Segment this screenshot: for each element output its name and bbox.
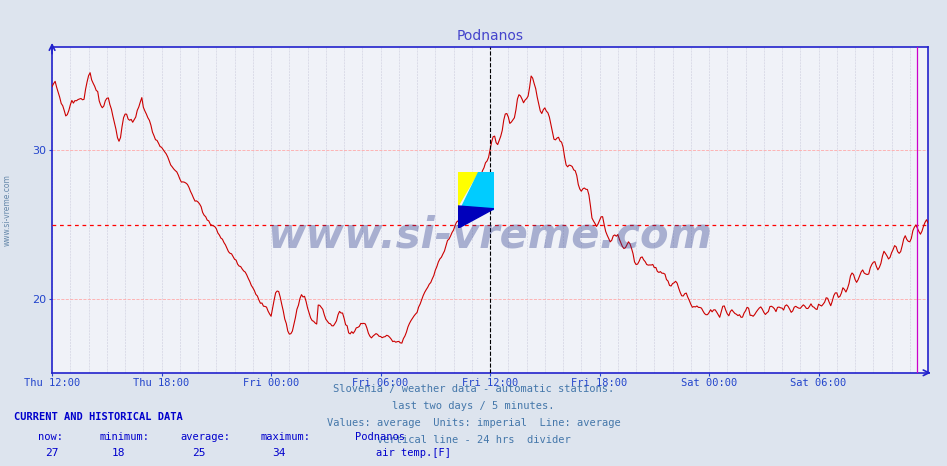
Title: Podnanos: Podnanos [456, 28, 524, 43]
Text: Values: average  Units: imperial  Line: average: Values: average Units: imperial Line: av… [327, 418, 620, 428]
Text: Podnanos: Podnanos [355, 432, 405, 442]
Text: 18: 18 [112, 448, 125, 458]
Text: www.si-vreme.com: www.si-vreme.com [3, 174, 12, 246]
Text: 27: 27 [45, 448, 59, 458]
Text: 34: 34 [273, 448, 286, 458]
Text: maximum:: maximum: [260, 432, 311, 442]
Polygon shape [459, 172, 494, 209]
Text: minimum:: minimum: [99, 432, 150, 442]
Text: 25: 25 [192, 448, 205, 458]
Text: vertical line - 24 hrs  divider: vertical line - 24 hrs divider [377, 435, 570, 445]
Text: Slovenia / weather data - automatic stations.: Slovenia / weather data - automatic stat… [333, 384, 614, 394]
Text: www.si-vreme.com: www.si-vreme.com [268, 215, 712, 257]
Polygon shape [458, 172, 477, 206]
Text: CURRENT AND HISTORICAL DATA: CURRENT AND HISTORICAL DATA [14, 412, 183, 422]
Text: last two days / 5 minutes.: last two days / 5 minutes. [392, 401, 555, 411]
Polygon shape [458, 206, 494, 228]
Text: now:: now: [38, 432, 63, 442]
Text: average:: average: [180, 432, 230, 442]
Text: air temp.[F]: air temp.[F] [376, 448, 451, 458]
